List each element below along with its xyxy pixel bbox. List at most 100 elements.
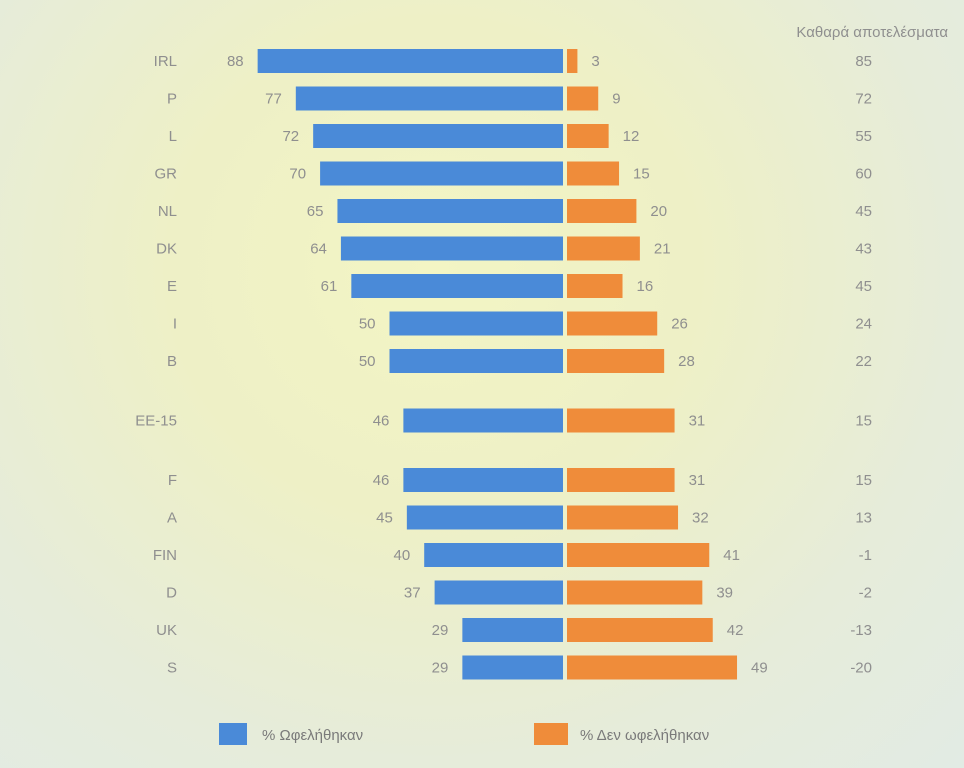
bar-not-benefited	[567, 86, 599, 111]
bar-benefited	[406, 505, 563, 530]
net-value: 85	[855, 53, 872, 70]
value-label-not-benefited: 28	[678, 353, 695, 370]
bar-not-benefited	[567, 124, 609, 148]
bar-not-benefited	[567, 543, 710, 567]
bar-not-benefited	[567, 580, 703, 605]
category-label: UK	[156, 622, 177, 639]
bar-benefited	[389, 311, 563, 336]
category-label: NL	[158, 203, 177, 220]
bar-benefited	[434, 580, 563, 605]
net-value: -2	[859, 585, 872, 602]
value-label-benefited: 65	[307, 203, 324, 220]
value-label-benefited: 77	[265, 91, 282, 108]
bar-benefited	[320, 161, 563, 186]
bar-not-benefited	[567, 408, 675, 433]
category-label: FIN	[153, 547, 177, 564]
bar-not-benefited	[567, 199, 637, 223]
net-value: -13	[850, 622, 872, 639]
legend: % Ωφελήθηκαν % Δεν ωφελήθηκαν	[219, 723, 709, 745]
bar-benefited	[295, 86, 563, 111]
bar-benefited	[389, 349, 563, 373]
bar-benefited	[337, 199, 563, 223]
bar-benefited	[462, 618, 563, 642]
net-value: 55	[855, 128, 872, 145]
value-label-benefited: 29	[432, 622, 449, 639]
value-label-not-benefited: 20	[650, 203, 667, 220]
legend-swatch-not-benefited	[534, 723, 568, 745]
value-label-not-benefited: 39	[716, 585, 733, 602]
value-label-benefited: 50	[359, 353, 376, 370]
bar-not-benefited	[567, 236, 640, 261]
bar-benefited	[313, 124, 563, 148]
net-value: 72	[855, 91, 872, 108]
category-label: E	[167, 278, 177, 295]
bar-benefited	[403, 468, 563, 492]
category-label: EE-15	[135, 413, 177, 430]
value-label-benefited: 61	[321, 278, 338, 295]
legend-swatch-benefited	[219, 723, 247, 745]
bar-not-benefited	[567, 274, 623, 298]
net-value: -1	[859, 547, 872, 564]
category-label: F	[168, 472, 177, 489]
net-results-header: Καθαρά αποτελέσματα	[796, 24, 948, 41]
legend-label-not-benefited: % Δεν ωφελήθηκαν	[580, 727, 709, 744]
value-label-benefited: 37	[404, 585, 421, 602]
net-value: 24	[855, 316, 872, 333]
value-label-not-benefited: 21	[654, 241, 671, 258]
bar-not-benefited	[567, 161, 620, 186]
value-label-not-benefited: 12	[623, 128, 640, 145]
value-label-not-benefited: 15	[633, 166, 650, 183]
category-label: S	[167, 660, 177, 677]
bar-not-benefited	[567, 311, 658, 336]
bar-not-benefited	[567, 349, 665, 373]
bar-not-benefited	[567, 618, 713, 642]
value-label-not-benefited: 26	[671, 316, 688, 333]
value-label-not-benefited: 32	[692, 510, 709, 527]
net-value: 43	[855, 241, 872, 258]
value-label-benefited: 46	[373, 413, 390, 430]
value-label-benefited: 40	[394, 547, 411, 564]
bar-benefited	[462, 655, 563, 680]
value-label-benefited: 70	[289, 166, 306, 183]
value-label-benefited: 29	[432, 660, 449, 677]
value-label-benefited: 88	[227, 53, 244, 70]
value-label-not-benefited: 41	[723, 547, 740, 564]
value-label-benefited: 50	[359, 316, 376, 333]
value-label-not-benefited: 16	[637, 278, 654, 295]
category-label: L	[169, 128, 177, 145]
net-value: -20	[850, 660, 872, 677]
net-value: 13	[855, 510, 872, 527]
category-label: B	[167, 353, 177, 370]
category-label: GR	[155, 166, 178, 183]
legend-label-benefited: % Ωφελήθηκαν	[262, 727, 363, 744]
category-label: IRL	[154, 53, 177, 70]
bar-benefited	[340, 236, 563, 261]
bar-benefited	[257, 49, 563, 73]
value-label-benefited: 72	[282, 128, 299, 145]
net-value: 22	[855, 353, 872, 370]
value-label-benefited: 45	[376, 510, 393, 527]
value-label-benefited: 46	[373, 472, 390, 489]
net-value: 45	[855, 203, 872, 220]
net-value: 60	[855, 166, 872, 183]
category-label: D	[166, 585, 177, 602]
bar-not-benefited	[567, 49, 578, 73]
value-label-not-benefited: 9	[612, 91, 620, 108]
bar-not-benefited	[567, 655, 738, 680]
net-value: 15	[855, 413, 872, 430]
category-label: DK	[156, 241, 177, 258]
bar-benefited	[424, 543, 563, 567]
net-value: 15	[855, 472, 872, 489]
value-label-not-benefited: 42	[727, 622, 744, 639]
bar-not-benefited	[567, 505, 679, 530]
category-label: A	[167, 510, 177, 527]
bar-benefited	[403, 408, 563, 433]
value-label-not-benefited: 3	[591, 53, 599, 70]
chart-rows: IRL 88 3 85 P 77 9 72 L 72 12 55 GR 70 15 60 NL 65 20 45 DK 6…	[135, 49, 872, 680]
value-label-not-benefited: 31	[689, 413, 706, 430]
net-value: 45	[855, 278, 872, 295]
bar-benefited	[351, 274, 563, 298]
value-label-not-benefited: 49	[751, 660, 768, 677]
category-label: I	[173, 316, 177, 333]
